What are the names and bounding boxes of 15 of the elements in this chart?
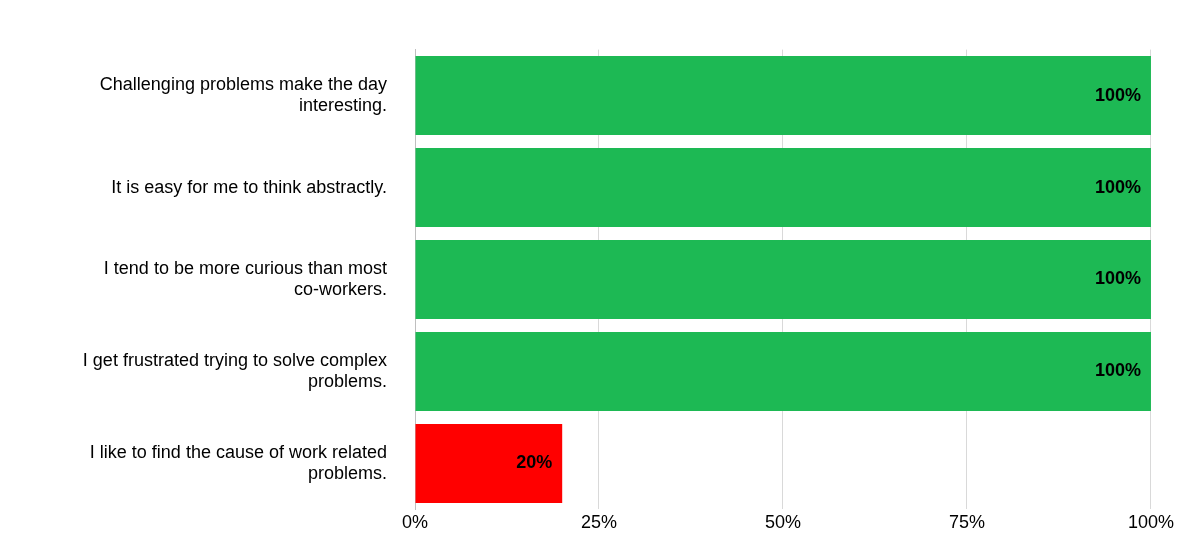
x-tick-label: 75%	[948, 512, 985, 533]
y-tick-label: I get frustrated trying to solve complex problems.	[82, 349, 387, 392]
data-label: 100%	[1094, 268, 1141, 289]
x-tick-label: 0%	[401, 512, 429, 533]
y-tick-label: I like to find the cause of work related problems.	[89, 441, 387, 484]
x-tick-label: 50%	[764, 512, 802, 533]
y-tick-label: Challenging problems make the day interesting.	[99, 73, 387, 116]
y-tick-label: I tend to be more curious than most co-workers.	[103, 257, 387, 300]
data-label: 100%	[1094, 84, 1141, 105]
y-tick-label: It is easy for me to think abstractly.	[111, 176, 387, 197]
data-label: 20%	[516, 452, 553, 473]
data-label: 100%	[1094, 360, 1141, 381]
data-label: 100%	[1094, 176, 1141, 197]
x-tick-label: 100%	[1127, 512, 1174, 533]
x-tick-label: 25%	[580, 512, 618, 533]
